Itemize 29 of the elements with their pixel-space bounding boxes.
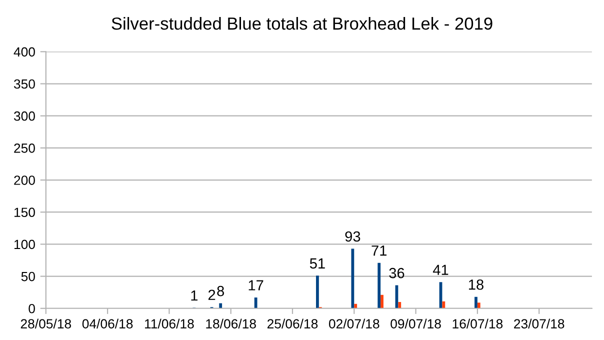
y-tick-label: 150 — [14, 208, 35, 218]
y-tick-label: 0 — [28, 304, 35, 314]
x-tick-label: 23/07/18 — [514, 318, 564, 328]
x-tick-label: 04/06/18 — [82, 318, 133, 328]
x-tick-label: 02/07/18 — [328, 318, 380, 328]
data-label: 1 — [191, 290, 198, 301]
x-tick-label: 09/07/18 — [390, 318, 441, 328]
data-label: 17 — [248, 280, 264, 290]
data-label: 93 — [345, 231, 360, 242]
y-tick-label: 100 — [14, 240, 35, 250]
y-tick-label: 250 — [14, 144, 35, 153]
y-tick-label: 50 — [21, 272, 35, 282]
y-tick-label: 400 — [14, 47, 35, 57]
x-tick-label: 28/05/18 — [20, 318, 72, 328]
data-label: 8 — [217, 286, 224, 296]
data-label: 36 — [389, 268, 404, 278]
data-label: 2 — [208, 290, 216, 300]
data-label: 71 — [372, 246, 387, 256]
x-tick-label: 11/06/18 — [145, 318, 194, 328]
y-tick-label: 350 — [14, 79, 35, 89]
x-tick-label: 18/06/18 — [206, 318, 256, 328]
y-tick-label: 300 — [14, 111, 35, 121]
data-label: 18 — [468, 279, 484, 290]
x-tick-label: 16/07/18 — [452, 318, 503, 328]
chart-title: Silver-studded Blue totals at Broxhead Lek - 2019 — [112, 17, 492, 30]
data-label: 41 — [432, 264, 448, 275]
y-tick-label: 200 — [14, 176, 35, 185]
x-tick-label: 25/06/18 — [267, 318, 318, 328]
data-label: 51 — [310, 258, 325, 269]
